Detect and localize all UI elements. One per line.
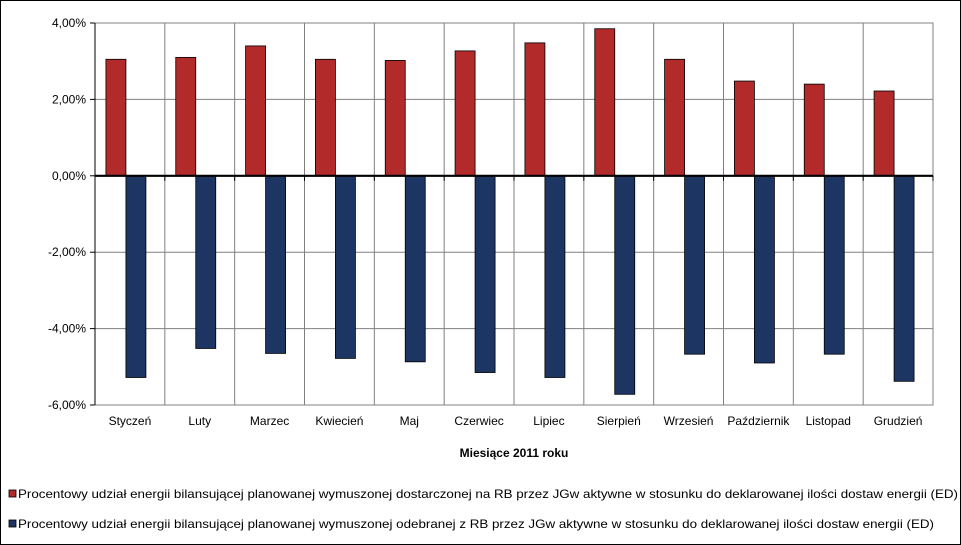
x-tick-label: Wrzesień bbox=[664, 414, 714, 428]
bar-delivered bbox=[384, 60, 406, 177]
bar-delivered bbox=[664, 58, 685, 177]
y-tick-label: -2,00% bbox=[48, 245, 86, 259]
x-tick-label: Maj bbox=[400, 414, 419, 428]
bar-received bbox=[754, 175, 775, 364]
x-tick-label: Kwiecień bbox=[315, 414, 363, 428]
x-tick-label: Marzec bbox=[250, 414, 289, 428]
bar-received bbox=[474, 175, 496, 373]
x-tick-label: Lipiec bbox=[533, 414, 564, 428]
bar-delivered bbox=[454, 50, 476, 177]
bar-received bbox=[544, 175, 566, 378]
bar-received bbox=[265, 175, 286, 354]
y-tick-label: -6,00% bbox=[48, 398, 86, 412]
bar-delivered bbox=[803, 83, 825, 177]
bar-delivered bbox=[594, 28, 616, 177]
y-tick-label: 2,00% bbox=[52, 92, 86, 106]
x-tick-label: Październik bbox=[727, 414, 790, 428]
bar-delivered bbox=[105, 58, 127, 177]
x-tick-label: Styczeń bbox=[109, 414, 152, 428]
y-tick-label: -4,00% bbox=[48, 322, 86, 336]
bar-received bbox=[335, 175, 356, 359]
bar-received bbox=[125, 175, 147, 378]
bar-delivered bbox=[175, 56, 197, 177]
bar-delivered bbox=[245, 45, 266, 177]
legend-label: Procentowy udział energii bilansującej p… bbox=[18, 487, 958, 501]
x-axis-title: Miesiące 2011 roku bbox=[460, 446, 569, 460]
x-tick-label: Luty bbox=[188, 414, 211, 428]
y-tick-label: 0,00% bbox=[52, 169, 86, 183]
x-tick-label: Sierpień bbox=[597, 414, 641, 428]
y-tick-label: 4,00% bbox=[52, 16, 86, 30]
bar-received bbox=[195, 175, 217, 349]
bar-received bbox=[614, 175, 636, 395]
bar-received bbox=[823, 175, 845, 355]
bar-delivered bbox=[734, 80, 755, 177]
x-tick-label: Grudzień bbox=[874, 414, 923, 428]
bar-delivered bbox=[315, 58, 336, 177]
bar-delivered bbox=[524, 42, 546, 177]
bar-delivered bbox=[873, 90, 895, 177]
bar-received bbox=[684, 175, 705, 355]
x-tick-label: Czerwiec bbox=[454, 414, 503, 428]
x-tick-label: Listopad bbox=[806, 414, 851, 428]
legend-label: Procentowy udział energii bilansującej p… bbox=[18, 517, 934, 531]
legend-swatch bbox=[8, 519, 17, 528]
bar-received bbox=[893, 175, 915, 382]
bar-received bbox=[404, 175, 426, 363]
legend-swatch bbox=[8, 489, 17, 498]
